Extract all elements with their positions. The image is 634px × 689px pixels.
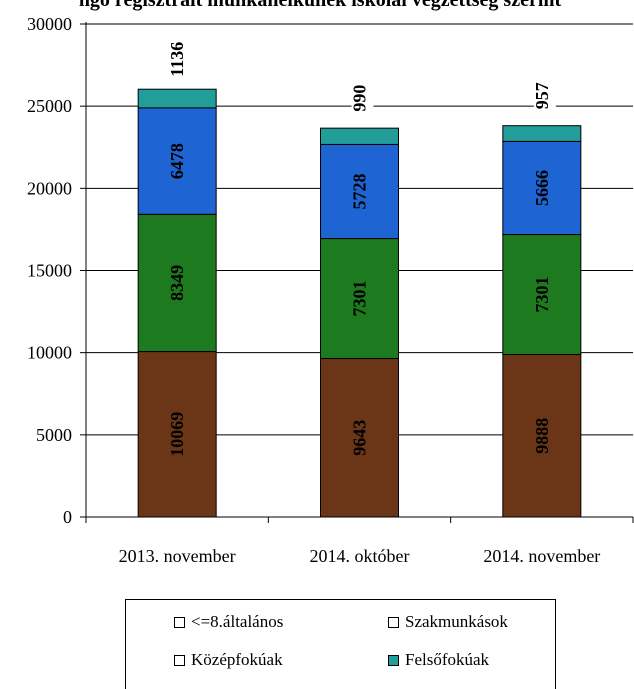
legend-swatch-1 (388, 616, 399, 628)
data-label: 7301 (532, 277, 552, 313)
bar-segment (320, 143, 399, 240)
bars (137, 88, 582, 518)
data-label: 8349 (167, 265, 187, 301)
legend-swatch-0 (174, 616, 185, 628)
bar-segment (502, 125, 582, 142)
legend: <=8.általános Szakmunkások Középfokúak F… (125, 599, 556, 689)
legend-item-0: <=8.általános (174, 612, 283, 632)
bar-segment (137, 88, 217, 109)
legend-label-3: Felsőfokúak (405, 650, 490, 669)
data-label: 9888 (532, 418, 552, 454)
data-label: 5666 (532, 170, 552, 206)
bar-segment (137, 213, 217, 353)
y-tick-label: 25000 (27, 96, 72, 116)
legend-item-2: Középfokúak (174, 650, 283, 670)
legend-item-1: Szakmunkások (388, 612, 508, 632)
data-label-bg (533, 69, 556, 122)
bar-labels: 10069 8349 6478 1136 9643 7301 5728 990 9888 7301… (167, 33, 556, 457)
data-label: 7301 (350, 281, 370, 317)
data-label: 5728 (350, 173, 370, 209)
y-tick-label: 10000 (27, 343, 72, 363)
bar-segment (320, 358, 399, 518)
chart-title: ngo regisztrált munkanélküliek iskolai v… (79, 0, 562, 11)
bar-segment (502, 140, 582, 236)
legend-label-1: Szakmunkások (405, 612, 508, 631)
y-tick-label: 30000 (27, 14, 72, 34)
data-label: 9643 (350, 420, 370, 456)
legend-item-3: Felsőfokúak (388, 650, 489, 670)
stacked-bar-chart: ngo regisztrált munkanélküliek iskolai v… (27, 0, 634, 566)
y-tick-label: 5000 (36, 425, 72, 445)
bar-segment (320, 127, 399, 145)
data-label: 957 (532, 82, 552, 109)
legend-swatch-2 (174, 654, 185, 666)
data-label: 990 (350, 85, 370, 112)
x-tick-label: 2014. október (310, 546, 410, 566)
data-label-bg (351, 72, 374, 125)
bar-segment (320, 238, 399, 360)
x-tick-label: 2014. november (483, 546, 600, 566)
data-label: 6478 (167, 143, 187, 179)
data-label: 1136 (167, 42, 187, 77)
legend-swatch-3 (388, 654, 399, 666)
bar-segment (137, 351, 217, 518)
y-tick-label: 20000 (27, 178, 72, 198)
legend-label-0: <=8.általános (191, 612, 284, 631)
legend-label-2: Középfokúak (191, 650, 283, 669)
x-tick-label: 2013. november (119, 546, 236, 566)
y-tick-label: 0 (63, 507, 72, 527)
data-label-bg (169, 33, 192, 86)
y-tick-label: 15000 (27, 261, 72, 281)
data-label: 10069 (167, 412, 187, 457)
